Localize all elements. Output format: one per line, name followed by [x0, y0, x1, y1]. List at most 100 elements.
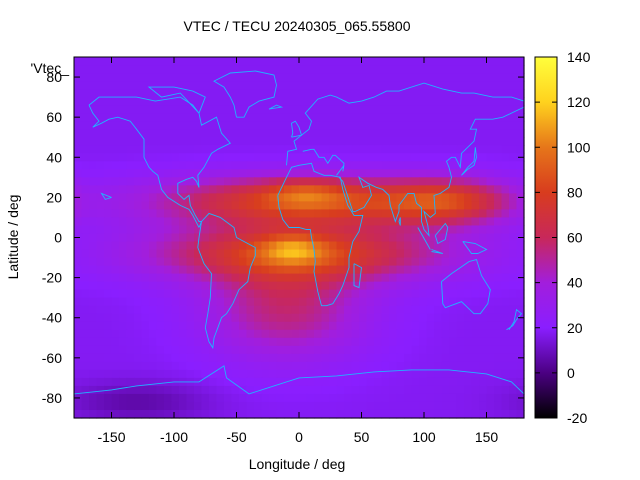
heatmap-cell: [396, 409, 405, 419]
heatmap-cell: [404, 329, 413, 339]
heatmap-cell: [261, 257, 270, 267]
heatmap-cell: [164, 161, 173, 170]
heatmap-cell: [374, 89, 383, 98]
heatmap-cell: [104, 113, 113, 122]
heatmap-cell: [126, 401, 135, 411]
heatmap-cell: [141, 97, 150, 106]
heatmap-cell: [81, 153, 90, 162]
heatmap-cell: [366, 201, 375, 211]
heatmap-cell: [479, 129, 488, 138]
heatmap-cell: [269, 89, 278, 98]
heatmap-cell: [359, 105, 368, 114]
heatmap-cell: [216, 65, 225, 74]
heatmap-cell: [419, 113, 428, 122]
heatmap-cell: [186, 169, 195, 178]
heatmap-cell: [81, 249, 90, 259]
heatmap-cell: [246, 401, 255, 411]
heatmap-cell: [119, 97, 128, 106]
heatmap-cell: [126, 137, 135, 146]
heatmap-cell: [306, 257, 315, 267]
heatmap-cell: [509, 313, 518, 323]
heatmap-cell: [156, 337, 165, 347]
heatmap-cell: [209, 129, 218, 138]
heatmap-cell: [479, 393, 488, 403]
heatmap-cell: [494, 185, 503, 194]
heatmap-cell: [411, 57, 420, 66]
heatmap-cell: [284, 313, 293, 323]
heatmap-cell: [96, 377, 105, 387]
heatmap-cell: [209, 201, 218, 211]
heatmap-cell: [351, 73, 360, 82]
heatmap-cell: [224, 113, 233, 122]
heatmap-cell: [434, 249, 443, 259]
heatmap-cell: [216, 353, 225, 363]
heatmap-cell: [501, 97, 510, 106]
heatmap-cell: [329, 345, 338, 355]
heatmap-cell: [389, 153, 398, 162]
heatmap-cell: [426, 185, 435, 194]
heatmap-cell: [336, 225, 345, 235]
x-axis-label: Longitude / deg: [249, 456, 346, 472]
heatmap-cell: [96, 361, 105, 371]
heatmap-cell: [366, 401, 375, 411]
heatmap-cell: [314, 161, 323, 170]
heatmap-cell: [479, 297, 488, 307]
colorbar-tick-label: 0: [567, 365, 575, 381]
heatmap-cell: [104, 81, 113, 90]
heatmap-cell: [456, 73, 465, 82]
heatmap-cell: [119, 265, 128, 275]
heatmap-cell: [164, 113, 173, 122]
heatmap-cell: [81, 321, 90, 331]
heatmap-cell: [381, 193, 390, 202]
heatmap-cell: [284, 145, 293, 154]
heatmap-cell: [449, 177, 458, 186]
heatmap-cell: [306, 289, 315, 299]
heatmap-cell: [171, 97, 180, 106]
heatmap-cell: [276, 241, 285, 251]
heatmap-cell: [479, 233, 488, 243]
heatmap-cell: [471, 385, 480, 395]
heatmap-cell: [456, 265, 465, 275]
heatmap-cell: [284, 265, 293, 275]
heatmap-cell: [261, 57, 270, 66]
heatmap-cell: [389, 337, 398, 347]
heatmap-cell: [216, 145, 225, 154]
heatmap-cell: [149, 249, 158, 259]
heatmap-cell: [426, 257, 435, 267]
heatmap-cell: [374, 201, 383, 211]
heatmap-cell: [494, 241, 503, 251]
heatmap-cell: [441, 393, 450, 403]
heatmap-cell: [396, 57, 405, 66]
heatmap-cell: [479, 377, 488, 387]
heatmap-cell: [329, 233, 338, 243]
heatmap-cell: [194, 201, 203, 211]
heatmap-cell: [449, 241, 458, 251]
heatmap-cell: [321, 177, 330, 186]
heatmap-cell: [351, 305, 360, 315]
heatmap-cell: [246, 193, 255, 202]
heatmap-cell: [381, 65, 390, 74]
heatmap-cell: [164, 313, 173, 323]
heatmap-cell: [134, 129, 143, 138]
heatmap-cell: [231, 353, 240, 363]
heatmap-cell: [186, 81, 195, 90]
heatmap-cell: [81, 369, 90, 379]
heatmap-cell: [321, 361, 330, 371]
heatmap-cell: [141, 369, 150, 379]
heatmap-cell: [464, 337, 473, 347]
heatmap-cell: [276, 201, 285, 211]
heatmap-cell: [119, 313, 128, 323]
heatmap-cell: [359, 193, 368, 202]
heatmap-cell: [216, 313, 225, 323]
heatmap-cell: [344, 329, 353, 339]
heatmap-cell: [516, 89, 525, 98]
heatmap-cell: [186, 249, 195, 259]
heatmap-cell: [366, 337, 375, 347]
heatmap-cell: [224, 153, 233, 162]
heatmap-cell: [141, 393, 150, 403]
heatmap-cell: [344, 105, 353, 114]
heatmap-cell: [366, 57, 375, 66]
heatmap-cell: [141, 281, 150, 291]
heatmap-cell: [74, 65, 83, 74]
heatmap-cell: [314, 345, 323, 355]
